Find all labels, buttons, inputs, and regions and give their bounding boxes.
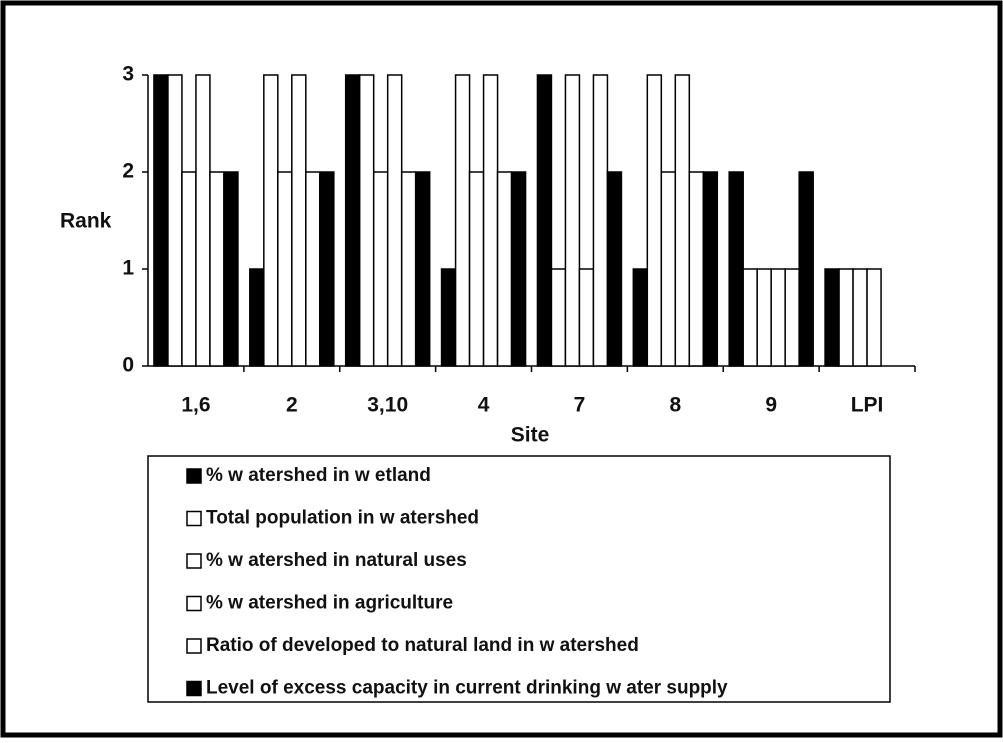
legend-swatch — [186, 595, 202, 612]
legend-label: % w atershed in w etland — [206, 465, 431, 486]
y-axis-label: Rank — [60, 210, 112, 233]
x-axis-label: Site — [511, 424, 550, 447]
legend-swatch — [186, 468, 202, 484]
bar — [209, 171, 225, 367]
bar — [305, 171, 321, 367]
legend-swatch — [186, 510, 202, 527]
bar — [728, 171, 744, 367]
bar — [632, 268, 649, 367]
bar — [195, 74, 211, 367]
y-tick-label: 0 — [122, 354, 134, 377]
bar — [277, 171, 293, 367]
bar — [167, 74, 183, 367]
bar — [578, 268, 595, 367]
bar — [852, 268, 868, 367]
x-tick-label: 3,10 — [367, 394, 408, 417]
legend-swatch — [186, 680, 202, 697]
bar — [181, 171, 197, 367]
x-tick-label: 9 — [765, 394, 777, 417]
bar — [674, 74, 691, 367]
bar — [153, 74, 169, 367]
legend-label: % w atershed in natural uses — [206, 550, 467, 571]
legend-label: Ratio of developed to natural land in w … — [206, 635, 639, 656]
bar — [223, 171, 239, 367]
bar — [496, 171, 513, 367]
legend-swatch — [186, 638, 202, 654]
bar — [536, 74, 553, 367]
bar — [263, 74, 279, 367]
bar — [454, 74, 471, 367]
bar — [358, 74, 375, 367]
legend-label: % w atershed in agriculture — [206, 593, 453, 614]
bar — [400, 171, 417, 367]
bar — [319, 171, 335, 367]
bar — [249, 268, 265, 367]
bar — [386, 74, 403, 367]
bar — [414, 171, 431, 367]
bar — [742, 268, 758, 367]
x-tick-label: 4 — [478, 394, 490, 417]
bar — [482, 74, 499, 367]
bar — [550, 268, 567, 367]
bar — [866, 268, 882, 367]
bar — [702, 171, 719, 367]
bar — [606, 171, 623, 367]
bar — [291, 74, 307, 367]
bar — [440, 268, 457, 367]
bar — [756, 268, 772, 367]
x-tick-label: LPI — [851, 394, 884, 417]
bar — [688, 171, 705, 367]
bar — [372, 171, 389, 367]
legend-box — [147, 455, 891, 703]
legend-label: Level of excess capacity in current drin… — [206, 678, 728, 699]
bar — [592, 74, 609, 367]
bar — [564, 74, 581, 367]
bar — [646, 74, 663, 367]
y-tick-label: 2 — [122, 160, 134, 183]
legend-label: Total population in w atershed — [206, 508, 479, 529]
x-tick-label: 8 — [669, 394, 681, 417]
x-tick-label: 1,6 — [181, 394, 210, 417]
bar — [784, 268, 800, 367]
y-tick-label: 1 — [122, 257, 134, 280]
bar — [798, 171, 814, 367]
bar — [838, 268, 854, 367]
bar — [468, 171, 485, 367]
bar — [660, 171, 677, 367]
y-tick-label: 3 — [122, 63, 134, 86]
legend-swatch — [186, 553, 202, 569]
x-tick-label: 2 — [286, 394, 298, 417]
bar — [510, 171, 527, 367]
x-tick-label: 7 — [574, 394, 586, 417]
bar — [824, 268, 840, 367]
bar — [770, 268, 786, 367]
bar — [344, 74, 361, 367]
